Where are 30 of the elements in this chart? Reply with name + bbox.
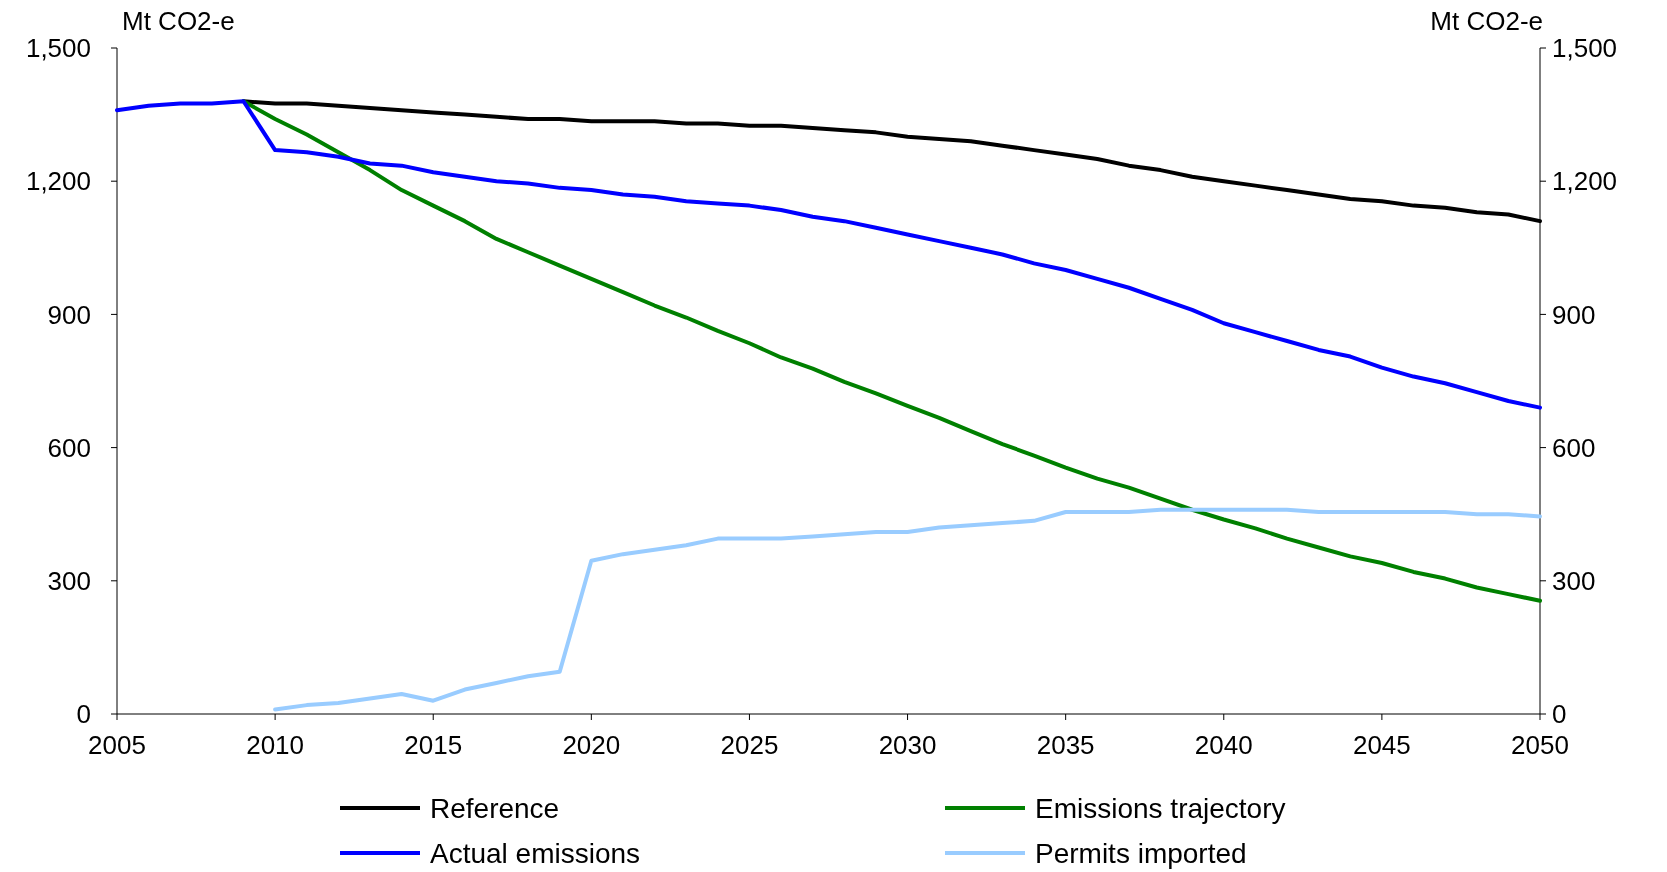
y2-tick-label: 900 — [1552, 299, 1596, 330]
legend-label: Emissions trajectory — [1035, 792, 1286, 824]
y-tick-label: 600 — [47, 432, 91, 463]
legend-label: Reference — [430, 792, 560, 824]
y-tick-label: 300 — [47, 565, 91, 596]
y2-axis-title: Mt CO2-e — [1430, 6, 1543, 36]
legend-label: Actual emissions — [430, 837, 641, 869]
x-tick-label: 2030 — [878, 730, 937, 760]
y-tick-label: 1,200 — [25, 166, 91, 197]
x-tick-label: 2015 — [404, 730, 463, 760]
legend-label: Permits imported — [1035, 837, 1247, 869]
x-tick-label: 2010 — [246, 730, 305, 760]
line-series — [115, 99, 1542, 410]
y-tick-label: 0 — [76, 699, 91, 730]
y-tick-label: 900 — [47, 299, 91, 330]
x-tick-label: 2020 — [562, 730, 621, 760]
x-tick-label: 2035 — [1036, 730, 1095, 760]
y-axis-title: Mt CO2-e — [122, 6, 235, 36]
y2-tick-label: 600 — [1552, 432, 1596, 463]
y2-tick-label: 300 — [1552, 565, 1596, 596]
y-tick-label: 1,500 — [25, 33, 91, 64]
y2-tick-label: 1,200 — [1552, 166, 1618, 197]
x-tick-label: 2040 — [1194, 730, 1253, 760]
x-tick-label: 2025 — [720, 730, 779, 760]
line-series — [273, 507, 1542, 712]
x-tick-label: 2045 — [1352, 730, 1411, 760]
x-tick-label: 2005 — [88, 730, 146, 760]
y2-tick-label: 0 — [1552, 699, 1567, 730]
y2-tick-label: 1,500 — [1552, 33, 1618, 64]
x-tick-label: 2050 — [1511, 730, 1569, 760]
